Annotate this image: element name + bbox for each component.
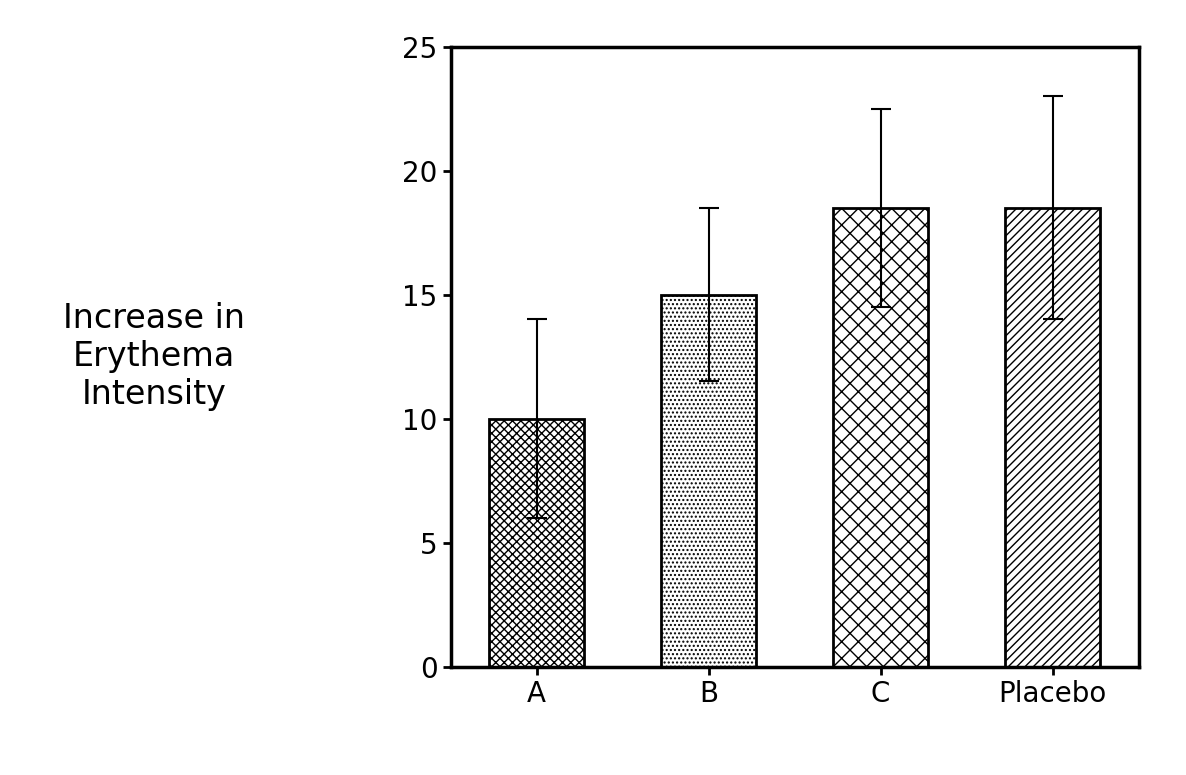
Bar [1006, 208, 1099, 666]
Bar [662, 294, 755, 666]
Bar [490, 418, 584, 666]
Text: Increase in
Erythema
Intensity: Increase in Erythema Intensity [63, 301, 246, 412]
Bar [834, 208, 927, 666]
